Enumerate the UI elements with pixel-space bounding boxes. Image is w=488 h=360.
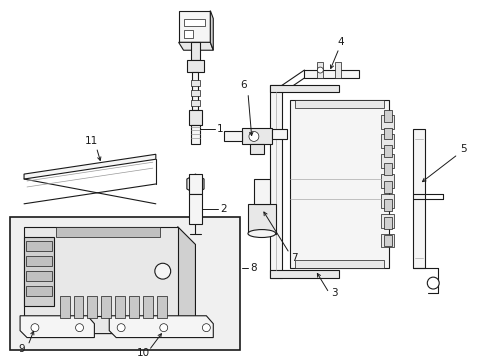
Polygon shape — [190, 80, 200, 86]
Bar — [26, 286, 52, 296]
Polygon shape — [188, 194, 202, 224]
Text: 8: 8 — [249, 263, 256, 273]
Text: 11: 11 — [84, 136, 98, 147]
Circle shape — [31, 324, 39, 332]
Polygon shape — [188, 174, 202, 194]
Circle shape — [317, 67, 323, 73]
Polygon shape — [253, 179, 269, 204]
Bar — [56, 226, 160, 237]
Circle shape — [160, 324, 167, 332]
Bar — [383, 234, 391, 246]
Text: 1: 1 — [217, 125, 224, 135]
Bar — [383, 110, 391, 122]
Bar — [334, 62, 341, 78]
Bar — [101, 296, 111, 318]
Polygon shape — [380, 114, 393, 129]
Polygon shape — [271, 130, 286, 139]
Bar — [183, 18, 205, 26]
Bar — [383, 181, 391, 193]
Circle shape — [76, 324, 83, 332]
Polygon shape — [186, 174, 203, 194]
Bar — [115, 296, 125, 318]
Polygon shape — [380, 194, 393, 208]
Polygon shape — [178, 10, 210, 42]
Circle shape — [248, 131, 258, 141]
Bar — [317, 62, 323, 78]
Text: 5: 5 — [459, 144, 466, 154]
Polygon shape — [294, 100, 383, 108]
Bar — [26, 256, 52, 266]
Polygon shape — [380, 214, 393, 228]
Polygon shape — [380, 234, 393, 247]
Polygon shape — [190, 90, 200, 96]
Polygon shape — [269, 270, 339, 278]
Polygon shape — [192, 72, 198, 110]
Polygon shape — [269, 85, 281, 278]
Bar — [183, 30, 193, 39]
Bar — [383, 145, 391, 157]
Bar — [24, 226, 177, 316]
Text: 4: 4 — [336, 37, 343, 47]
Polygon shape — [249, 144, 264, 154]
Polygon shape — [380, 174, 393, 188]
Polygon shape — [24, 316, 195, 334]
Bar — [24, 237, 54, 306]
Bar — [73, 296, 83, 318]
Polygon shape — [380, 134, 393, 148]
Polygon shape — [247, 204, 275, 234]
Polygon shape — [178, 42, 213, 50]
Polygon shape — [20, 316, 94, 338]
Bar — [383, 217, 391, 229]
Bar — [383, 199, 391, 211]
Polygon shape — [186, 60, 204, 72]
Bar — [129, 296, 139, 318]
Bar — [157, 296, 166, 318]
Bar — [87, 296, 97, 318]
Circle shape — [155, 263, 170, 279]
Polygon shape — [188, 110, 202, 125]
Circle shape — [117, 324, 125, 332]
Bar — [142, 296, 153, 318]
Polygon shape — [190, 100, 200, 106]
Text: 3: 3 — [330, 288, 337, 298]
Circle shape — [202, 324, 210, 332]
Polygon shape — [269, 85, 339, 92]
Polygon shape — [289, 100, 388, 268]
Bar — [383, 163, 391, 175]
Polygon shape — [380, 154, 393, 168]
Text: 10: 10 — [137, 348, 150, 359]
Bar — [60, 296, 69, 318]
Polygon shape — [224, 131, 242, 141]
Polygon shape — [304, 70, 358, 78]
Bar — [26, 271, 52, 281]
Text: 7: 7 — [291, 253, 298, 263]
Polygon shape — [190, 42, 200, 60]
Polygon shape — [177, 226, 195, 334]
Circle shape — [427, 277, 438, 289]
Polygon shape — [294, 260, 383, 268]
Polygon shape — [210, 10, 213, 50]
Polygon shape — [190, 125, 200, 144]
Polygon shape — [109, 316, 213, 338]
Polygon shape — [412, 130, 425, 268]
Text: 2: 2 — [220, 204, 226, 214]
Bar — [383, 127, 391, 139]
Polygon shape — [24, 154, 156, 179]
Ellipse shape — [247, 230, 275, 238]
Polygon shape — [242, 127, 271, 144]
Bar — [10, 217, 240, 350]
Bar — [26, 242, 52, 251]
Text: 6: 6 — [240, 80, 246, 90]
Text: 9: 9 — [18, 345, 25, 355]
